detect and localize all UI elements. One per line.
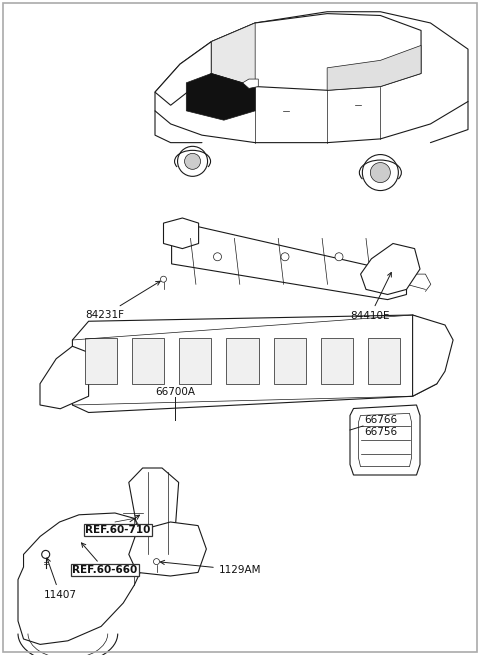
Polygon shape — [211, 14, 421, 90]
Circle shape — [184, 153, 201, 170]
Text: REF.60-660: REF.60-660 — [72, 543, 138, 575]
Text: 84231F: 84231F — [85, 281, 160, 320]
Text: 1129AM: 1129AM — [160, 560, 261, 575]
Polygon shape — [243, 79, 258, 88]
Polygon shape — [327, 45, 421, 90]
Bar — [179, 337, 212, 384]
Text: 66756: 66756 — [364, 427, 397, 437]
Polygon shape — [129, 522, 206, 576]
Text: 66766: 66766 — [364, 415, 397, 425]
Text: 11407: 11407 — [44, 558, 76, 600]
Polygon shape — [186, 73, 255, 121]
Circle shape — [214, 253, 221, 261]
Bar — [132, 337, 164, 384]
Circle shape — [335, 253, 343, 261]
Polygon shape — [350, 405, 420, 475]
Circle shape — [362, 155, 398, 191]
Bar — [274, 337, 306, 384]
Polygon shape — [72, 315, 437, 413]
Circle shape — [154, 559, 159, 565]
Polygon shape — [155, 42, 211, 105]
Text: 84410E: 84410E — [350, 272, 391, 321]
Polygon shape — [211, 23, 255, 86]
Circle shape — [371, 162, 390, 183]
Polygon shape — [164, 218, 199, 249]
Circle shape — [160, 276, 167, 282]
Polygon shape — [18, 513, 143, 645]
Circle shape — [178, 146, 207, 176]
Circle shape — [281, 253, 289, 261]
Bar — [226, 337, 259, 384]
Polygon shape — [359, 413, 412, 466]
Bar — [84, 337, 117, 384]
Text: 66700A: 66700A — [155, 387, 195, 397]
Polygon shape — [155, 12, 468, 143]
Circle shape — [42, 550, 50, 559]
Bar — [321, 337, 353, 384]
Polygon shape — [129, 468, 179, 567]
Polygon shape — [172, 223, 407, 299]
Polygon shape — [413, 315, 453, 396]
Polygon shape — [40, 346, 89, 409]
Bar — [368, 337, 400, 384]
Polygon shape — [360, 244, 420, 295]
Text: REF.60-710: REF.60-710 — [85, 515, 151, 535]
